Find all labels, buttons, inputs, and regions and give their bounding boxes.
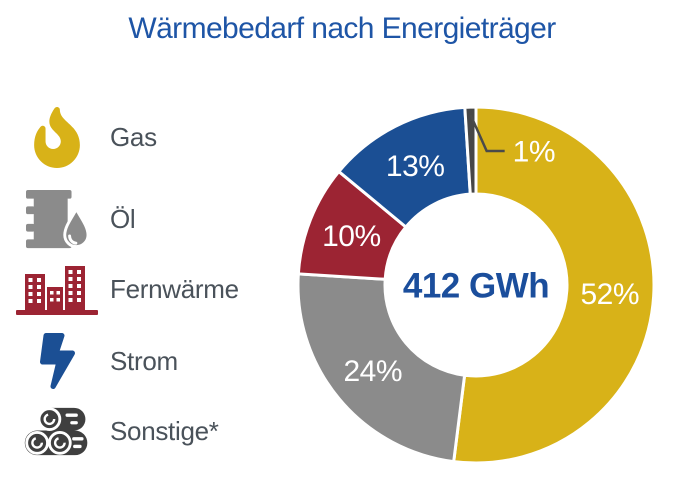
chart-title: Wärmebedarf nach Energieträger (128, 12, 556, 45)
donut-chart: 52% 24% 10% 13% 1% 412 GWh (276, 85, 676, 485)
donut-center-label: 412 GWh (403, 266, 549, 305)
slice-label: 10% (322, 220, 381, 253)
donut-slice-öl (296, 272, 467, 464)
lightning-bolt-icon (14, 328, 100, 394)
donut-slice-gas (452, 105, 656, 465)
donut-chart-svg: 52% 24% 10% 13% 1% 412 GWh (296, 105, 656, 465)
legend-item-label: Sonstige* (110, 415, 219, 446)
district-heating-icon (14, 256, 100, 322)
legend-item-oel: Öl (14, 186, 274, 252)
legend-item-label: Öl (110, 203, 136, 234)
slice-label: 13% (386, 150, 445, 183)
legend-item-strom: Strom (14, 328, 274, 394)
legend-item-label: Fernwärme (110, 273, 239, 304)
slice-label-callout: 1% (513, 136, 555, 169)
legend-item-label: Gas (110, 121, 157, 152)
slice-label: 24% (343, 355, 402, 388)
donut-slices (296, 105, 656, 465)
leader-line (469, 114, 505, 153)
oil-barrel-icon (14, 186, 100, 252)
legend-item-fernwaerme: Fernwärme (14, 256, 274, 322)
wood-logs-icon (14, 398, 100, 464)
slice-label: 52% (580, 278, 639, 311)
flame-icon (14, 104, 100, 170)
slice-labels: 52% 24% 10% 13% 1% (322, 114, 640, 388)
donut-slice-sonstige- (463, 105, 478, 196)
legend-item-gas: Gas (14, 104, 274, 170)
legend-item-sonstige: Sonstige* (14, 398, 274, 464)
legend-item-label: Strom (110, 345, 178, 376)
